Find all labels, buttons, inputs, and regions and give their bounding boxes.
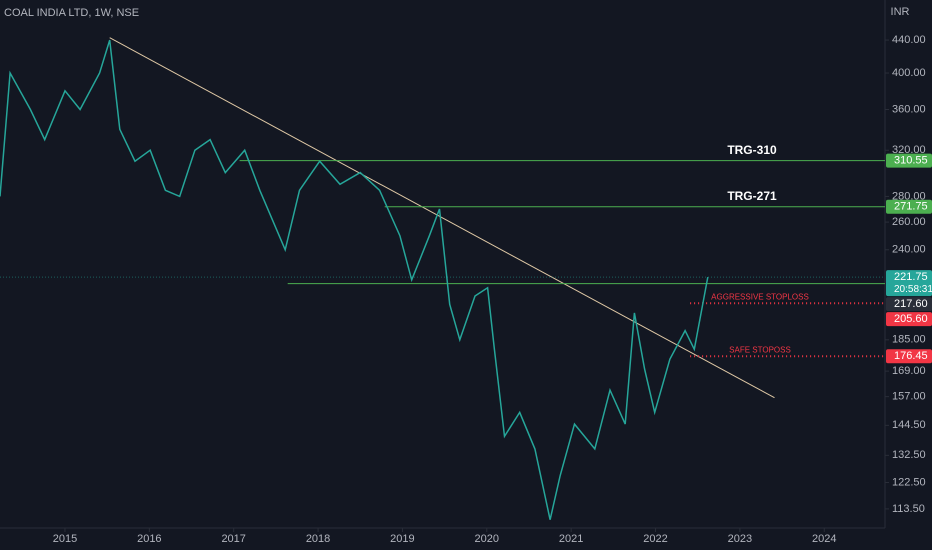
price-badge-label: 271.75 [894, 201, 928, 213]
y-tick-label: 320.00 [892, 144, 926, 156]
price-badge-label: 176.45 [894, 350, 928, 362]
chart-title: COAL INDIA LTD, 1W, NSE [4, 7, 139, 19]
price-badge-label: 221.75 [894, 271, 928, 283]
trendline [109, 37, 775, 399]
countdown: 20:58:31 [894, 284, 932, 295]
y-tick-label: 440.00 [892, 34, 926, 46]
y-tick-label: 113.50 [892, 503, 925, 515]
y-tick-label: 169.00 [892, 365, 926, 377]
x-tick-label: 2023 [728, 533, 752, 545]
y-tick-label: 132.50 [892, 449, 926, 461]
price-badge [886, 312, 932, 327]
price-line [0, 39, 709, 520]
x-tick-label: 2021 [559, 533, 583, 545]
price-badge [886, 297, 932, 312]
price-badge-label: 217.60 [894, 298, 928, 310]
y-tick-label: 144.50 [892, 419, 926, 431]
price-badge-label: 310.55 [894, 155, 928, 167]
level-label: TRG-310 [727, 143, 777, 157]
y-tick-label: 260.00 [892, 216, 926, 228]
y-tick-label: 280.00 [892, 190, 926, 202]
x-tick-label: 2017 [221, 533, 245, 545]
y-tick-label: 240.00 [892, 244, 926, 256]
x-tick-label: 2020 [475, 533, 499, 545]
price-badge [886, 270, 932, 297]
y-tick-label: 122.50 [892, 476, 926, 488]
currency: INR [891, 6, 910, 18]
y-tick-label: 185.00 [892, 334, 926, 346]
x-tick-label: 2018 [306, 533, 330, 545]
x-tick-label: 2022 [643, 533, 667, 545]
price-badge-label: 205.60 [894, 313, 928, 325]
x-tick-label: 2019 [390, 533, 414, 545]
y-tick-label: 157.00 [892, 391, 926, 403]
y-tick-label: 400.00 [892, 67, 926, 79]
level-label: AGGRESSIVE STOPLOSS [711, 292, 809, 301]
price-badge [886, 349, 932, 364]
y-tick-label: 360.00 [892, 103, 926, 115]
x-tick-label: 2024 [812, 533, 836, 545]
price-badge [886, 199, 932, 214]
level-label: SAFE STOPOSS [729, 345, 791, 354]
x-tick-label: 2015 [53, 533, 77, 545]
price-badge [886, 153, 932, 168]
level-label: TRG-271 [727, 189, 777, 203]
x-tick-label: 2016 [137, 533, 161, 545]
